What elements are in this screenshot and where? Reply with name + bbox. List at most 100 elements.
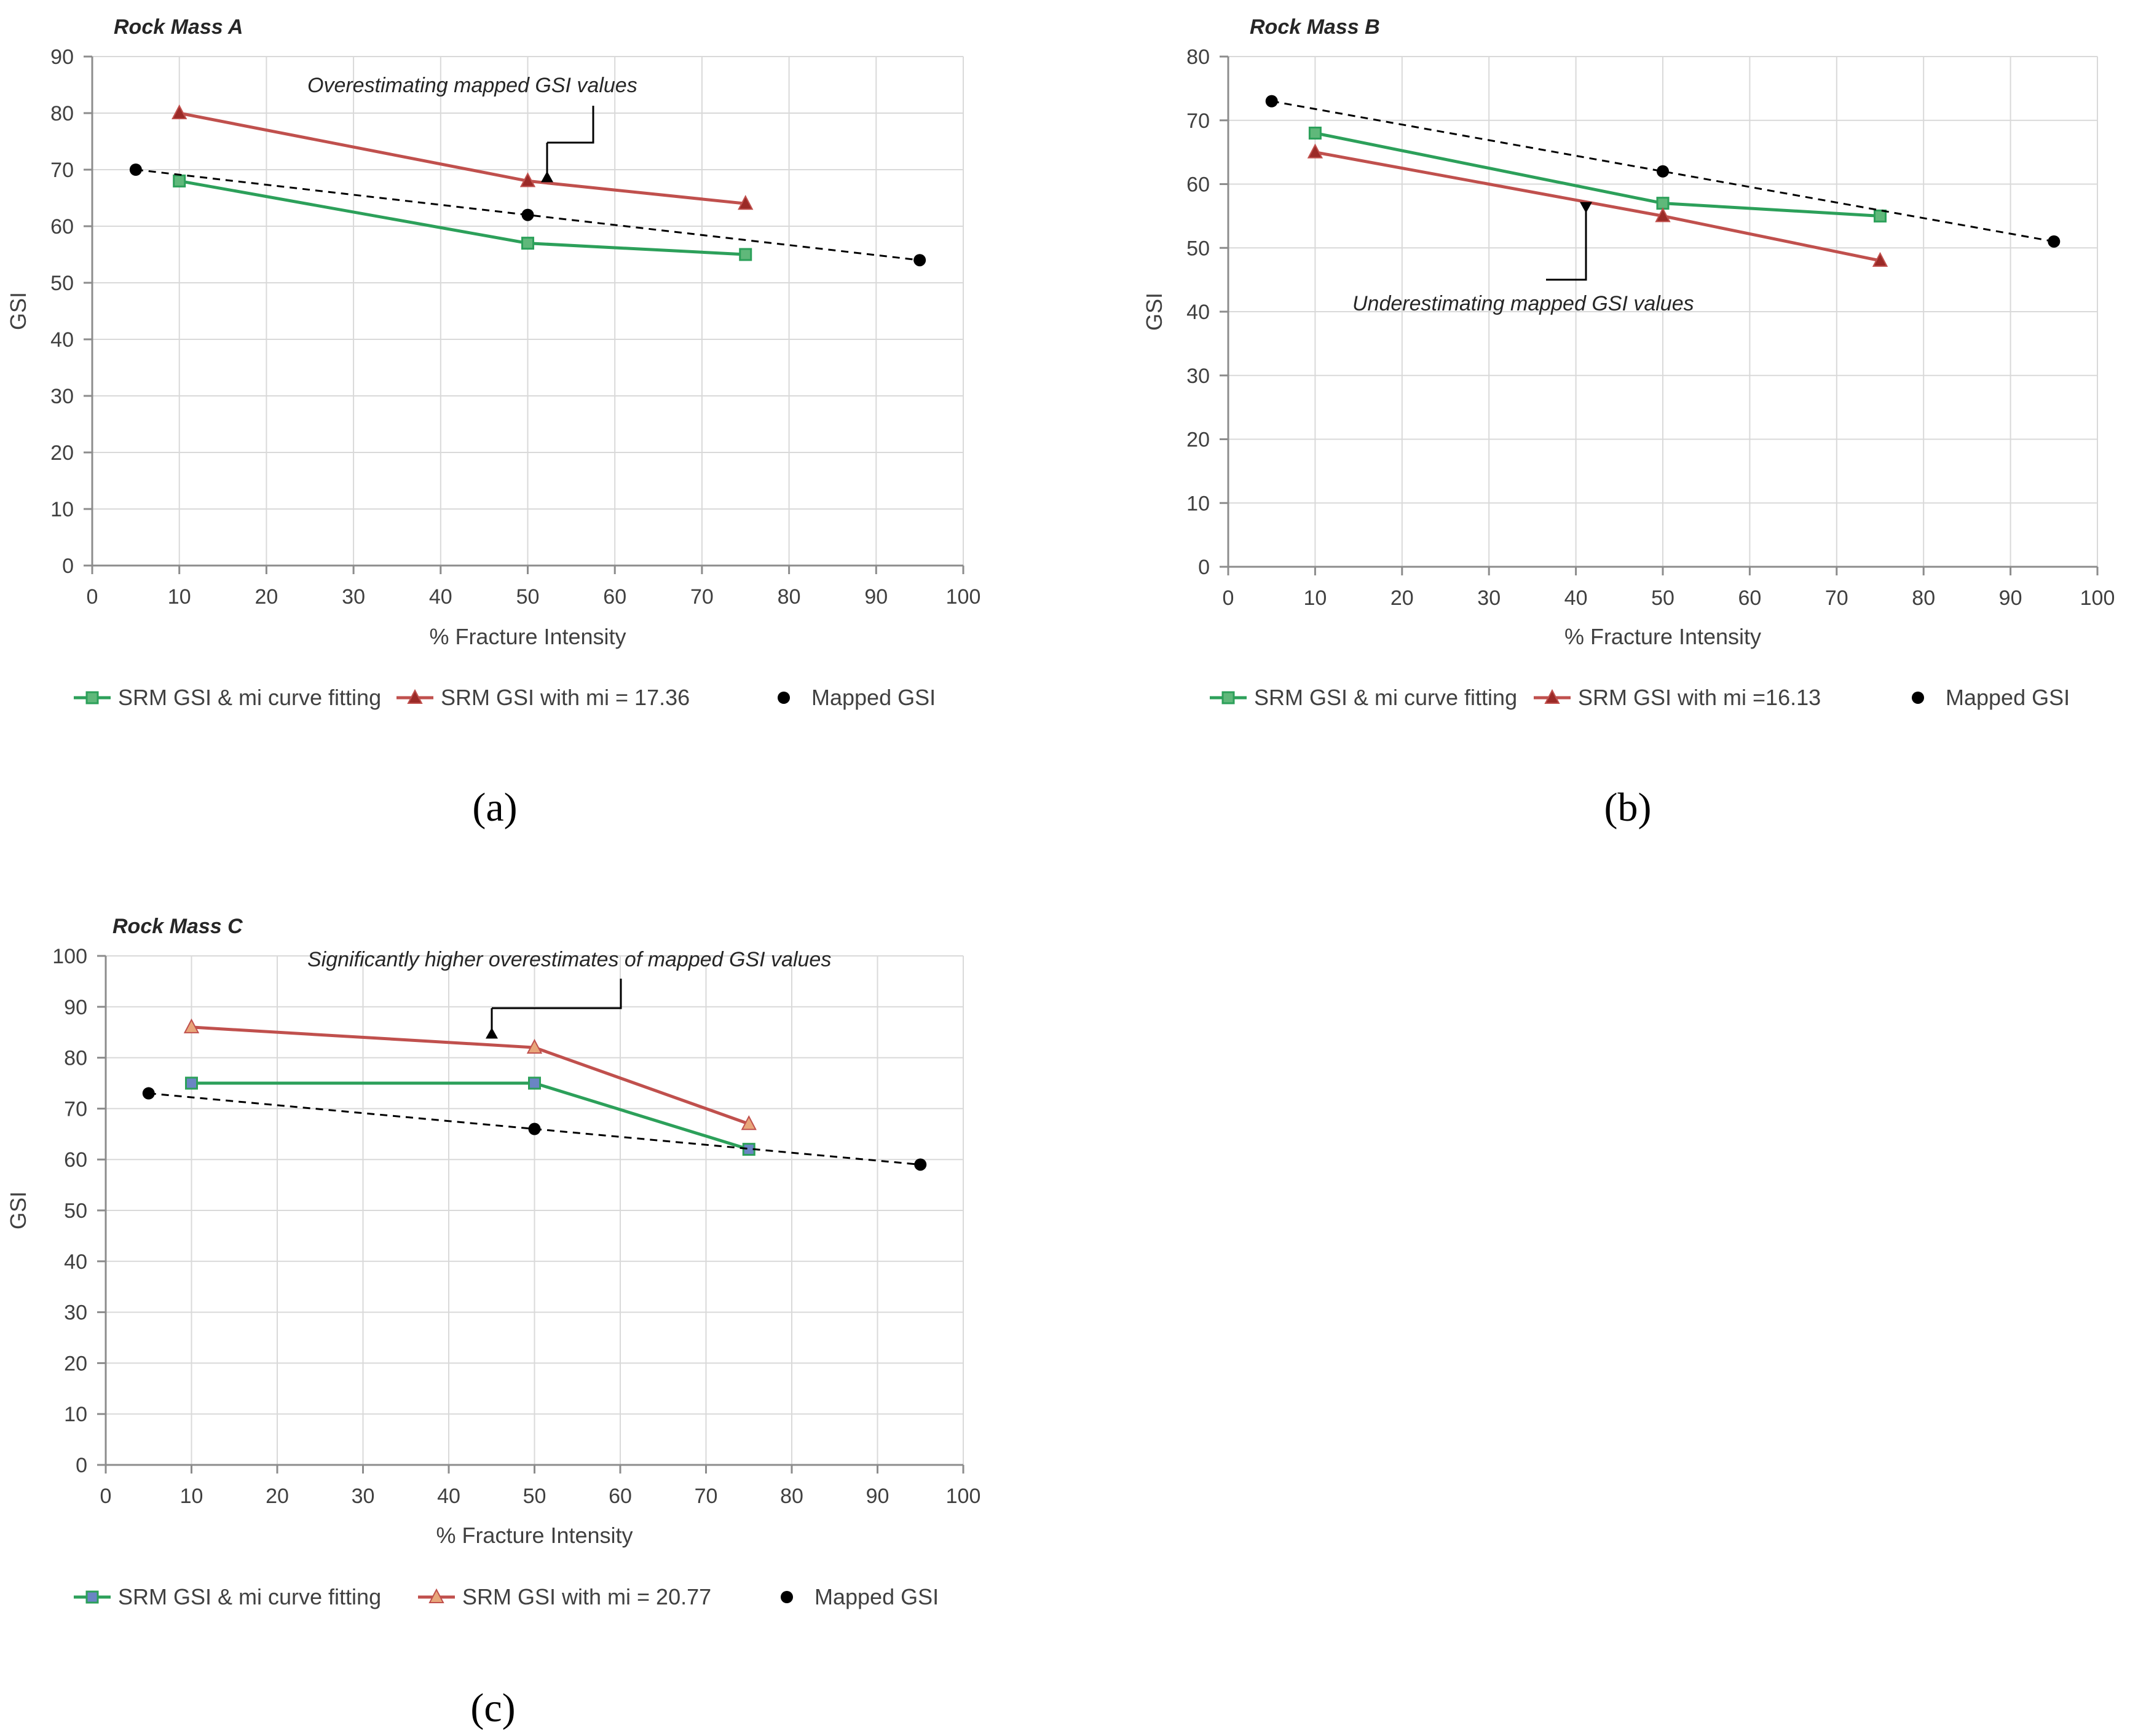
- x-tick-label: 50: [523, 1485, 546, 1508]
- x-tick-label: 10: [180, 1485, 203, 1508]
- annotation-text: Underestimating mapped GSI values: [1352, 292, 1694, 315]
- x-tick-label: 20: [1390, 586, 1414, 610]
- data-point: [1874, 209, 1887, 223]
- x-tick-label: 60: [609, 1485, 632, 1508]
- annotation-text: Significantly higher overestimates of ma…: [307, 948, 831, 971]
- legend-label: Mapped GSI: [815, 1584, 939, 1609]
- x-tick-label: 50: [1651, 586, 1674, 610]
- y-tick-label: 20: [50, 441, 74, 465]
- data-point: [741, 1115, 757, 1130]
- y-tick-label: 10: [50, 498, 74, 521]
- data-point: [1308, 127, 1322, 140]
- y-tick-label: 10: [1186, 492, 1210, 515]
- data-point: [1656, 197, 1670, 210]
- data-point: [739, 248, 752, 261]
- chart-title: Rock Mass A: [114, 15, 243, 39]
- x-tick-label: 20: [254, 585, 278, 609]
- legend-label: SRM GSI & mi curve fitting: [1254, 685, 1517, 710]
- data-point: [738, 195, 754, 210]
- x-tick-label: 0: [1223, 586, 1234, 610]
- legend-label: Mapped GSI: [1946, 685, 2070, 710]
- x-axis-label: % Fracture Intensity: [436, 1523, 633, 1548]
- y-tick-label: 0: [76, 1454, 87, 1477]
- x-tick-label: 50: [516, 585, 540, 609]
- x-axis-label: % Fracture Intensity: [429, 624, 626, 649]
- data-point: [142, 1087, 155, 1100]
- legend-marker-square: [85, 1590, 99, 1604]
- data-point: [2048, 235, 2061, 248]
- legend-marker-triangle: [428, 1588, 444, 1603]
- y-axis-label: GSI: [6, 1191, 31, 1229]
- y-tick-label: 30: [50, 385, 74, 408]
- legend-label: SRM GSI with mi =16.13: [1578, 685, 1821, 710]
- y-tick-label: 20: [64, 1352, 87, 1375]
- x-tick-label: 70: [1825, 586, 1848, 610]
- legend-marker-mapped-gsi: [781, 1591, 793, 1603]
- x-tick-label: 90: [1999, 586, 2022, 610]
- data-point: [521, 208, 534, 221]
- data-point: [129, 164, 142, 176]
- x-tick-label: 60: [1738, 586, 1761, 610]
- annotation-arrow: [492, 979, 622, 1009]
- chart-rock-mass-a: 0 10 20 30 40 50 60 70 80 90 0 10 20 30 40 50 60 70 80 90 10…: [6, 15, 980, 830]
- x-tick-label: 80: [780, 1485, 803, 1508]
- legend-marker-mapped-gsi: [778, 692, 790, 704]
- chart-rock-mass-c: 0 10 20 30 40 50 60 70 80 90 100 0 10 20 30 40 50 60 70 80 9…: [6, 915, 980, 1730]
- y-tick-label: 60: [50, 215, 74, 239]
- y-tick-label: 50: [64, 1199, 87, 1223]
- legend-marker-triangle: [1544, 688, 1560, 704]
- data-point: [1307, 143, 1323, 159]
- data-point: [528, 1122, 541, 1135]
- subfigure-caption: (a): [472, 785, 517, 830]
- annotation-text: Overestimating mapped GSI values: [307, 74, 637, 97]
- data-point: [1265, 95, 1278, 108]
- x-tick-label: 10: [168, 585, 191, 609]
- y-tick-label: 70: [1186, 109, 1210, 133]
- data-point: [521, 237, 534, 250]
- x-tick-label: 80: [1912, 586, 1935, 610]
- x-tick-label: 70: [690, 585, 714, 609]
- x-tick-label: 100: [2080, 586, 2115, 610]
- y-axis-label: GSI: [1142, 293, 1167, 331]
- annotation-arrow-head: [541, 171, 553, 183]
- y-tick-label: 40: [64, 1250, 87, 1274]
- x-tick-label: 70: [695, 1485, 718, 1508]
- x-axis-label: % Fracture Intensity: [1564, 624, 1761, 649]
- y-tick-label: 90: [50, 45, 74, 69]
- y-tick-label: 80: [50, 102, 74, 125]
- y-tick-label: 50: [1186, 237, 1210, 260]
- legend-marker-mapped-gsi: [1912, 692, 1924, 704]
- annotation-arrow-head: [486, 1027, 498, 1039]
- x-tick-label: 40: [437, 1485, 460, 1508]
- data-point: [914, 1158, 927, 1171]
- y-tick-label: 100: [52, 945, 87, 968]
- y-tick-label: 30: [64, 1301, 87, 1325]
- chart-rock-mass-b: 0 10 20 30 40 50 60 70 80 0 10 20 30 40 50 60 70 80 90 100%…: [1142, 15, 2115, 830]
- chart-title: Rock Mass B: [1250, 15, 1380, 39]
- x-tick-label: 30: [342, 585, 365, 609]
- mapped-gsi-trend-line: [1271, 100, 2054, 243]
- data-point: [185, 1076, 198, 1090]
- x-tick-label: 0: [87, 585, 98, 609]
- x-tick-label: 30: [1477, 586, 1501, 610]
- y-tick-label: 70: [64, 1097, 87, 1121]
- subfigure-caption: (b): [1604, 785, 1652, 830]
- annotation-arrow: [547, 106, 594, 144]
- chart-title: Rock Mass C: [112, 915, 243, 938]
- y-tick-label: 20: [1186, 428, 1210, 452]
- y-tick-label: 0: [62, 554, 74, 578]
- data-point: [172, 104, 187, 119]
- x-tick-label: 90: [864, 585, 888, 609]
- data-point: [1657, 165, 1669, 178]
- legend-marker-square: [1221, 691, 1235, 704]
- x-tick-label: 20: [266, 1485, 289, 1508]
- y-tick-label: 30: [1186, 365, 1210, 388]
- y-tick-label: 50: [50, 272, 74, 295]
- y-tick-label: 0: [1198, 556, 1210, 579]
- legend-label: SRM GSI & mi curve fitting: [118, 685, 381, 710]
- data-point: [519, 172, 536, 187]
- legend-label: SRM GSI with mi = 17.36: [441, 685, 690, 710]
- y-tick-label: 60: [1186, 173, 1210, 197]
- legend-label: Mapped GSI: [811, 685, 936, 710]
